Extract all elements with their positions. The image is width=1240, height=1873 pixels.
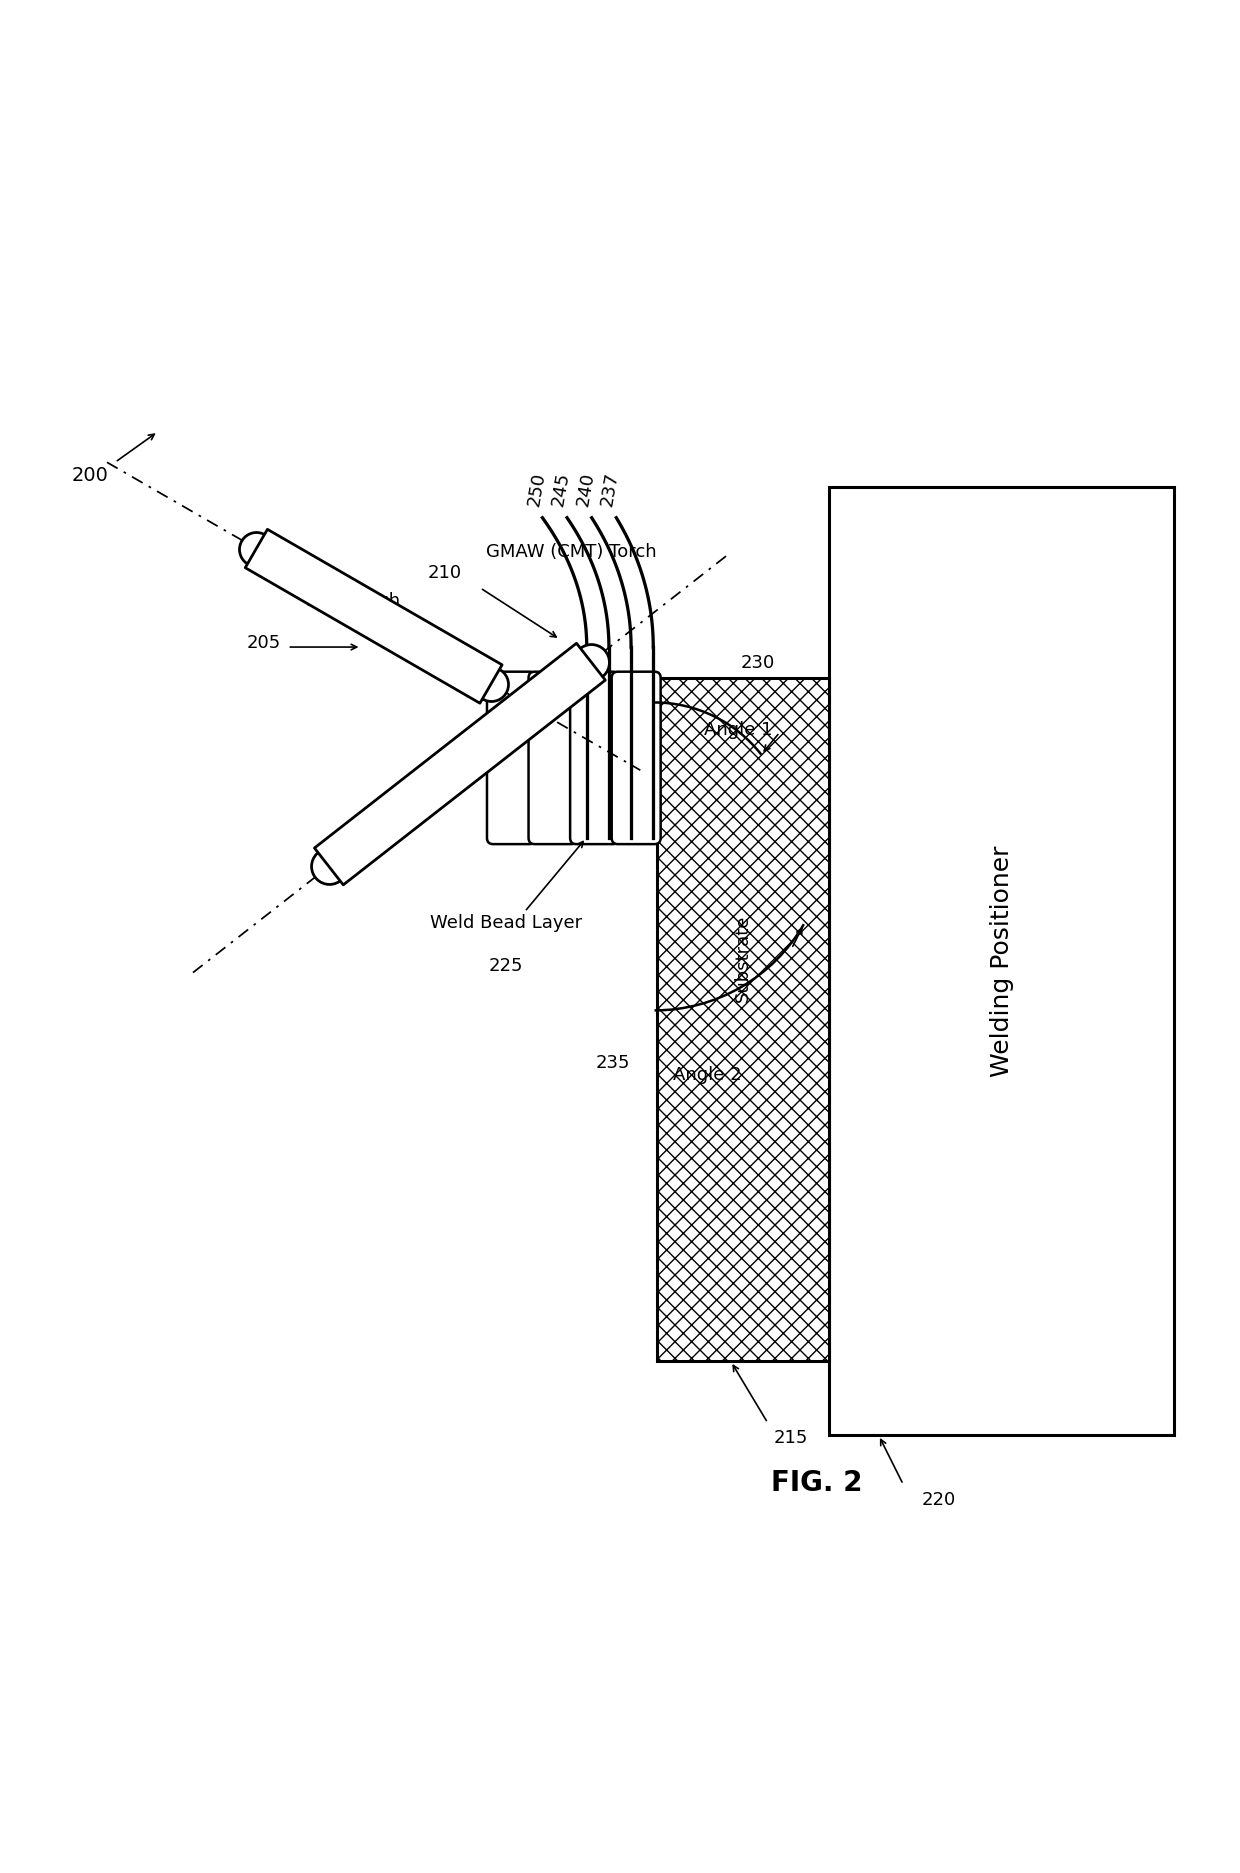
Text: 250: 250 xyxy=(525,470,548,508)
Text: Welding Positioner: Welding Positioner xyxy=(990,845,1014,1077)
Text: 230: 230 xyxy=(740,654,775,672)
FancyBboxPatch shape xyxy=(487,672,536,845)
FancyBboxPatch shape xyxy=(570,672,619,845)
Text: 225: 225 xyxy=(489,957,523,976)
Text: 205: 205 xyxy=(247,635,281,652)
Bar xyxy=(657,678,830,1362)
FancyBboxPatch shape xyxy=(528,672,578,845)
Text: 210: 210 xyxy=(428,564,461,583)
Text: Weld Bead Layer: Weld Bead Layer xyxy=(430,914,582,933)
Bar xyxy=(830,487,1174,1435)
Text: FIG. 2: FIG. 2 xyxy=(771,1468,863,1497)
Text: Angle 2: Angle 2 xyxy=(673,1066,742,1084)
FancyBboxPatch shape xyxy=(611,672,661,845)
Polygon shape xyxy=(246,530,502,702)
Polygon shape xyxy=(315,642,605,884)
Text: 215: 215 xyxy=(774,1429,808,1448)
Text: 200: 200 xyxy=(72,466,109,485)
Text: 245: 245 xyxy=(549,470,573,508)
Text: 235: 235 xyxy=(595,1053,630,1071)
Text: 220: 220 xyxy=(921,1491,956,1510)
Text: SAW Torch: SAW Torch xyxy=(306,592,401,611)
Text: 240: 240 xyxy=(574,470,598,508)
Text: GMAW (CMT) Torch: GMAW (CMT) Torch xyxy=(486,543,657,560)
Text: Substrate: Substrate xyxy=(734,914,753,1002)
Text: Angle 1: Angle 1 xyxy=(704,721,773,740)
Text: 237: 237 xyxy=(598,470,622,508)
